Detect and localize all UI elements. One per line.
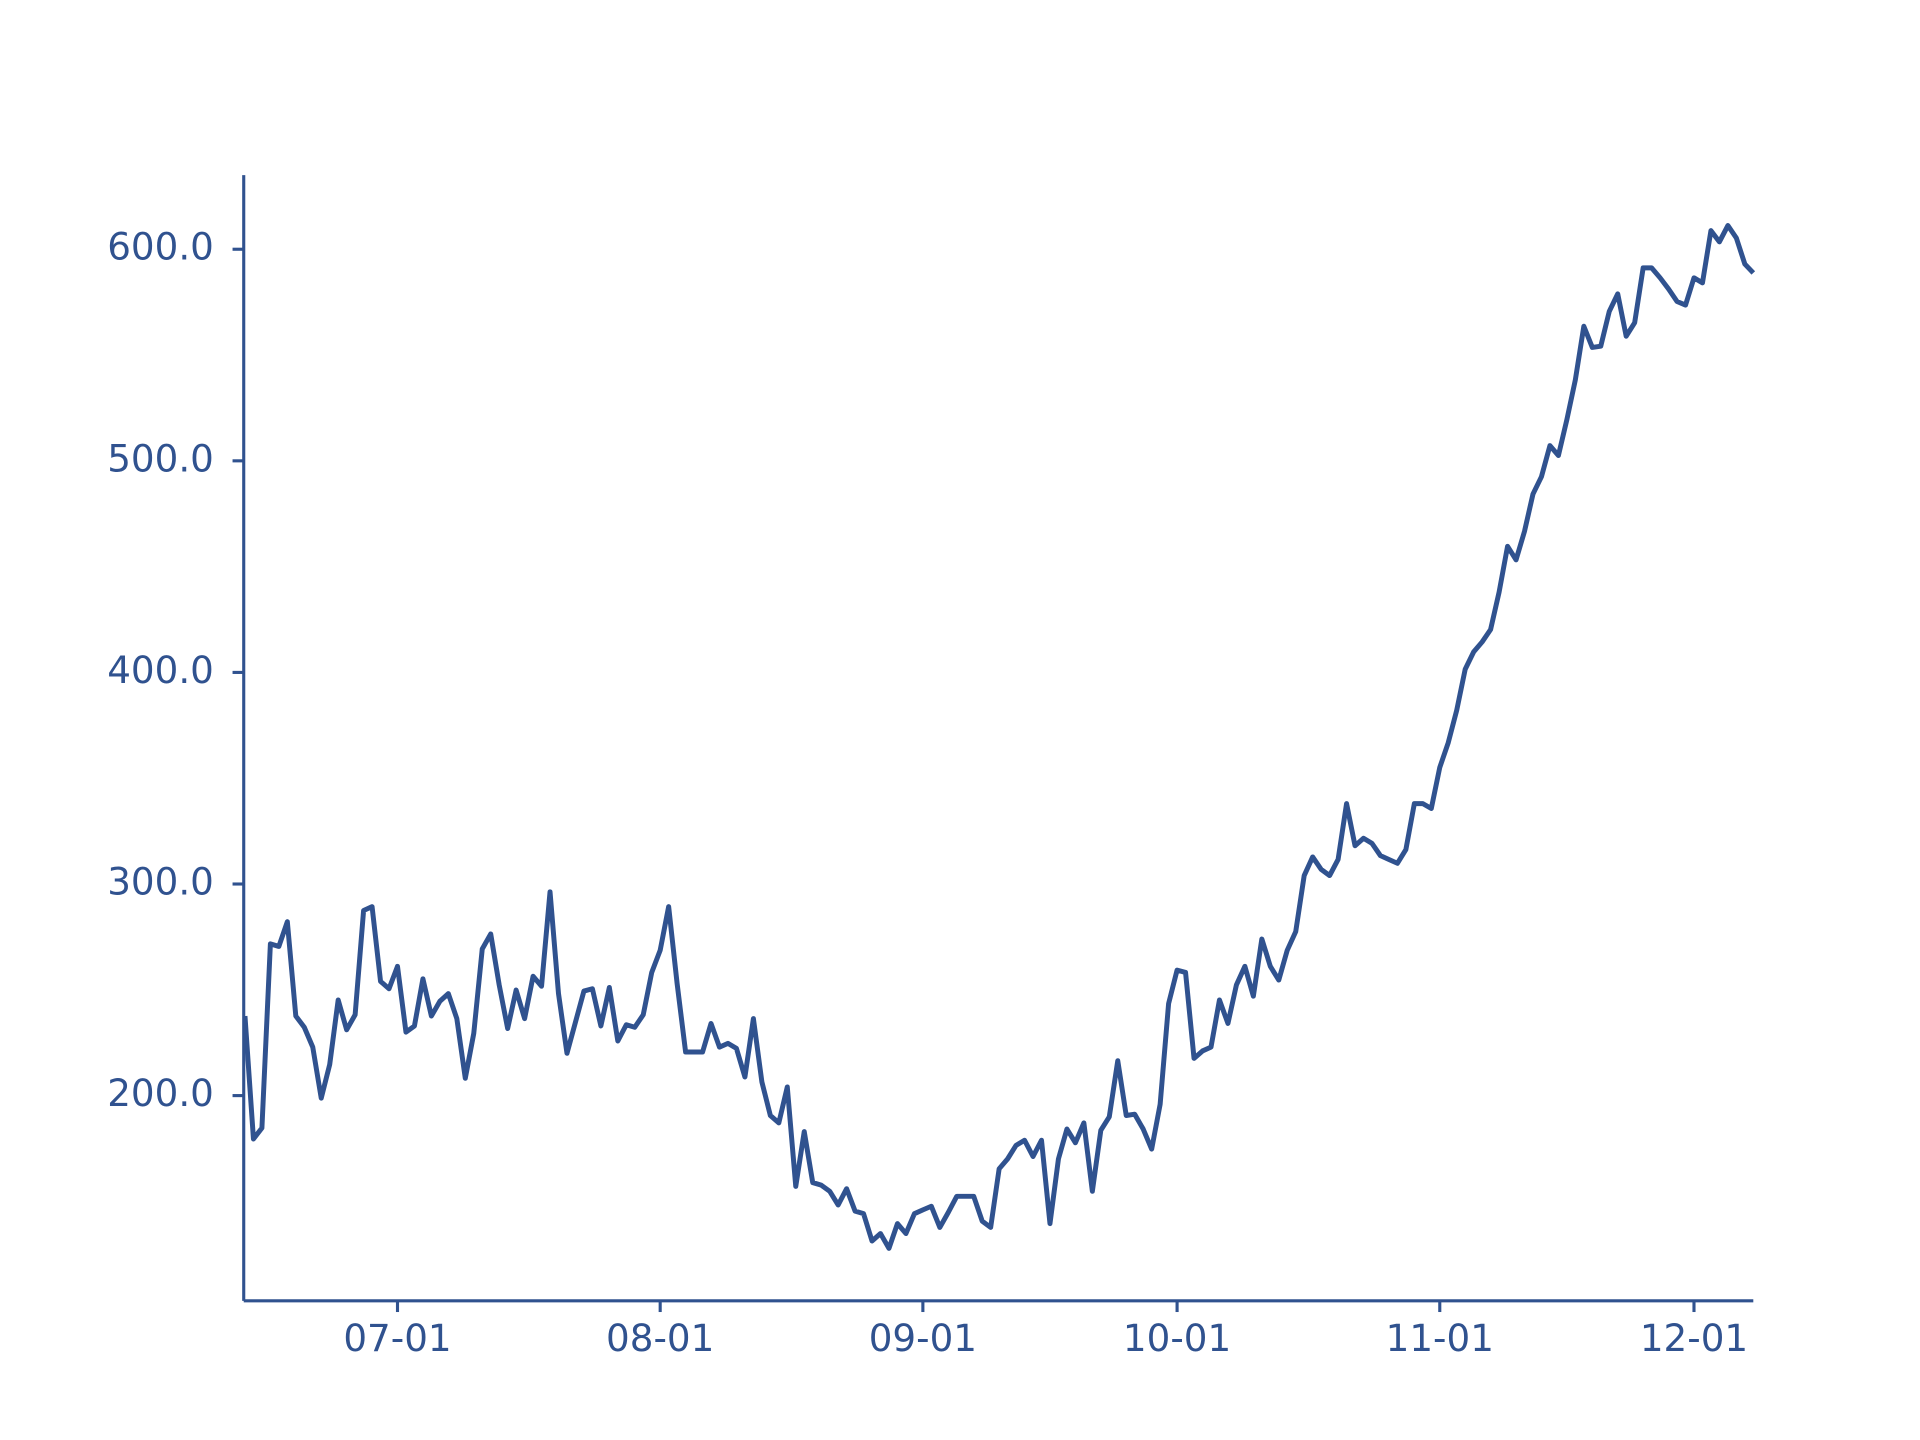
x-tick-label: 08-01: [606, 1316, 714, 1360]
data-line: [242, 223, 1756, 1251]
y-tick-label: 600.0: [107, 225, 214, 269]
y-tick-label: 300.0: [107, 860, 214, 904]
x-tick-label: 10-01: [1123, 1316, 1231, 1360]
x-tick-label: 07-01: [343, 1316, 451, 1360]
x-tick-label: 09-01: [869, 1316, 977, 1360]
y-tick-label: 400.0: [107, 648, 214, 692]
y-tick-label: 200.0: [107, 1071, 214, 1115]
x-tick-label: 11-01: [1386, 1316, 1494, 1360]
x-tick-label: 12-01: [1640, 1316, 1748, 1360]
y-tick-label: 500.0: [107, 436, 214, 480]
